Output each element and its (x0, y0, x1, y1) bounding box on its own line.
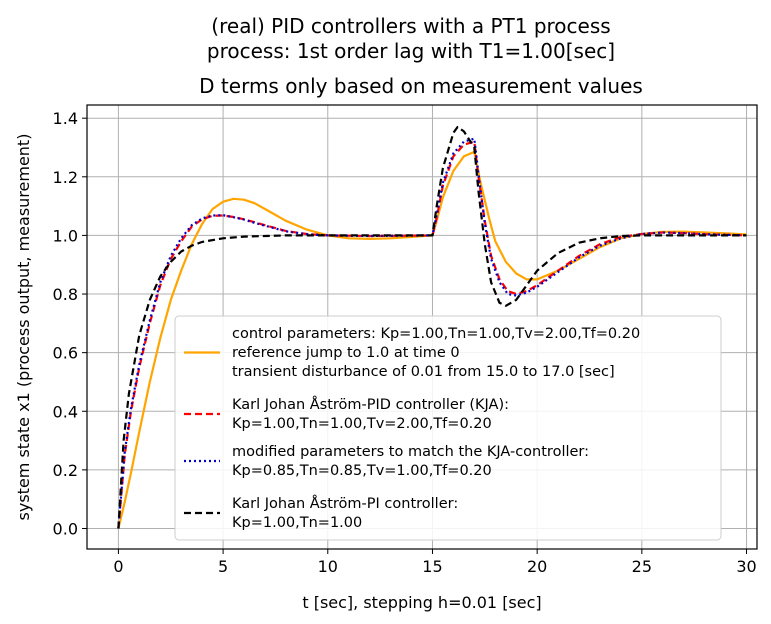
x-tick-label: 10 (318, 557, 338, 576)
y-tick-label: 1.0 (53, 226, 78, 245)
x-tick-label: 20 (527, 557, 547, 576)
legend-box (174, 315, 722, 541)
y-axis-ticks: 0.0 0.2 0.4 0.6 0.8 1.0 1.2 1.4 (53, 109, 87, 538)
plot-frame (86, 104, 758, 550)
series-line-kja-pi-line (117, 125, 747, 529)
chart-suptitle-line-1: (real) PID controllers with a PT1 proces… (211, 14, 610, 38)
x-tick-label: 15 (422, 557, 442, 576)
x-tick-label: 5 (218, 557, 228, 576)
y-tick-label: 0.0 (53, 519, 78, 538)
y-tick-label: 1.2 (53, 168, 78, 187)
y-tick-label: 1.4 (53, 109, 78, 128)
legend: control parameters: Kp=1.00,Tn=1.00,Tv=2… (174, 315, 722, 541)
x-tick-label: 0 (113, 557, 123, 576)
legend-label-kja-pid-line: Karl Johan Åström-PID controller (KJA): K… (232, 396, 509, 432)
chart-suptitle-line-2: process: 1st order lag with T1=1.00[sec] (207, 39, 615, 63)
legend-label-kja-pi-line: Karl Johan Åström-PI controller: Kp=1.00,… (232, 495, 458, 531)
y-tick-label: 0.2 (53, 461, 78, 480)
y-tick-label: 0.4 (53, 402, 78, 421)
y-tick-label: 0.6 (53, 344, 78, 363)
legend-label-modified-pid-line: modified parameters to match the KJA-con… (232, 444, 589, 479)
y-axis-label: system state x1 (process output, measure… (14, 134, 33, 521)
x-tick-label: 25 (632, 557, 652, 576)
x-axis-ticks: 0 5 10 15 20 25 30 (113, 549, 757, 576)
x-axis-label: t [sec], stepping h=0.01 [sec] (302, 593, 541, 612)
chart-title: D terms only based on measurement values (199, 74, 643, 98)
legend-label-orange-pid-line: control parameters: Kp=1.00,Tn=1.00,Tv=2… (232, 326, 640, 380)
series-line-kja-pid-line (117, 140, 747, 529)
y-tick-label: 0.8 (53, 285, 78, 304)
series-line-modified-pid-line (117, 137, 747, 529)
series-layer (117, 125, 747, 529)
x-tick-label: 30 (736, 557, 756, 576)
